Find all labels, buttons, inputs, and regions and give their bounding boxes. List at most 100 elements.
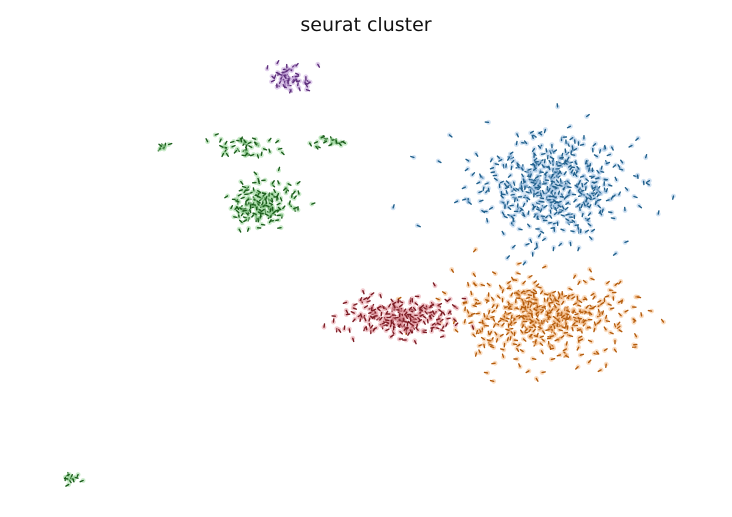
velocity-arrow: [576, 328, 581, 332]
velocity-arrow: [372, 308, 377, 312]
velocity-arrow: [478, 343, 483, 347]
velocity-arrow: [309, 142, 312, 147]
velocity-arrow: [435, 326, 440, 330]
velocity-arrow: [590, 277, 595, 281]
velocity-arrow: [533, 157, 538, 162]
velocity-arrow: [590, 192, 596, 195]
velocity-arrow: [500, 348, 505, 351]
velocity-arrow: [525, 191, 530, 194]
velocity-arrow: [552, 195, 557, 199]
velocity-arrow: [287, 183, 292, 186]
velocity-arrow: [536, 208, 541, 211]
velocity-arrow: [596, 169, 600, 174]
velocity-arrow: [527, 168, 532, 171]
velocity-arrow: [509, 336, 512, 341]
velocity-arrow: [403, 327, 407, 331]
velocity-arrow: [397, 323, 402, 328]
velocity-arrow: [418, 319, 423, 323]
velocity-arrow: [494, 163, 500, 166]
velocity-arrow: [556, 319, 561, 323]
velocity-arrow: [564, 206, 569, 211]
velocity-arrow: [565, 201, 570, 205]
velocity-arrow: [437, 160, 442, 164]
velocity-arrow: [569, 166, 573, 171]
velocity-arrow: [552, 315, 557, 320]
velocity-arrow: [419, 308, 424, 312]
velocity-arrow: [478, 190, 483, 194]
velocity-arrow: [599, 211, 603, 216]
velocity-arrow: [245, 198, 250, 202]
velocity-arrow: [553, 211, 558, 216]
velocity-arrow: [525, 243, 530, 246]
velocity-arrow: [317, 63, 321, 68]
velocity-arrow: [465, 158, 470, 162]
velocity-arrow: [521, 173, 525, 178]
velocity-arrow: [567, 189, 571, 194]
velocity-arrow: [472, 304, 477, 308]
velocity-arrow: [468, 321, 473, 324]
velocity-arrow: [491, 362, 496, 365]
velocity-arrow: [345, 309, 349, 314]
velocity-arrow: [553, 304, 557, 309]
velocity-arrow: [489, 167, 495, 170]
velocity-arrow: [533, 334, 538, 338]
velocity-arrow: [416, 224, 421, 228]
velocity-arrow: [409, 329, 413, 334]
velocity-arrow: [594, 191, 598, 196]
velocity-arrow: [486, 339, 492, 342]
velocity-arrow: [537, 145, 542, 149]
velocity-arrow: [475, 312, 480, 315]
velocity-arrow: [484, 182, 489, 185]
velocity-arrow: [492, 317, 496, 322]
velocity-arrow: [251, 203, 256, 206]
velocity-arrow: [233, 149, 238, 154]
velocity-arrow: [410, 323, 414, 327]
velocity-arrow: [600, 301, 605, 305]
velocity-arrow: [605, 188, 608, 193]
velocity-arrow: [616, 325, 621, 329]
velocity-arrow: [640, 312, 643, 317]
velocity-arrow: [277, 206, 282, 211]
velocity-arrow: [466, 309, 470, 314]
velocity-arrow: [522, 212, 526, 217]
velocity-arrow: [528, 326, 534, 329]
velocity-arrow: [432, 282, 436, 287]
velocity-arrow: [268, 202, 273, 206]
velocity-arrow: [479, 173, 482, 178]
velocity-arrow: [552, 199, 557, 203]
velocity-arrow: [507, 305, 512, 309]
velocity-arrow: [293, 206, 298, 210]
velocity-arrow: [495, 304, 499, 309]
velocity-arrow: [271, 197, 274, 203]
velocity-arrow: [507, 174, 512, 178]
velocity-arrow: [522, 315, 527, 317]
velocity-arrow: [422, 315, 427, 319]
velocity-arrow: [473, 248, 477, 253]
velocity-arrow: [548, 165, 551, 171]
velocity-arrow: [482, 186, 485, 192]
velocity-arrow: [624, 240, 629, 244]
velocity-arrow: [238, 228, 242, 233]
velocity-arrow: [571, 322, 576, 327]
velocity-arrow: [366, 300, 371, 303]
velocity-arrow: [529, 189, 532, 194]
velocity-arrow: [283, 74, 287, 79]
velocity-arrow: [564, 148, 567, 153]
velocity-arrow: [566, 125, 572, 129]
velocity-arrow: [618, 329, 623, 333]
velocity-arrow: [583, 181, 588, 186]
velocity-arrow: [606, 153, 611, 157]
velocity-arrow: [279, 197, 283, 202]
velocity-arrow: [264, 196, 268, 201]
velocity-arrow: [612, 252, 617, 256]
velocity-arrow: [614, 176, 618, 181]
velocity-arrow: [638, 205, 643, 209]
velocity-arrow: [588, 167, 591, 172]
velocity-arrow: [601, 208, 604, 213]
velocity-arrow: [271, 180, 275, 185]
velocity-arrow: [256, 195, 261, 199]
velocity-arrow: [522, 261, 526, 266]
velocity-arrow: [447, 310, 452, 315]
velocity-arrow: [224, 195, 229, 199]
velocity-arrow: [74, 476, 79, 479]
